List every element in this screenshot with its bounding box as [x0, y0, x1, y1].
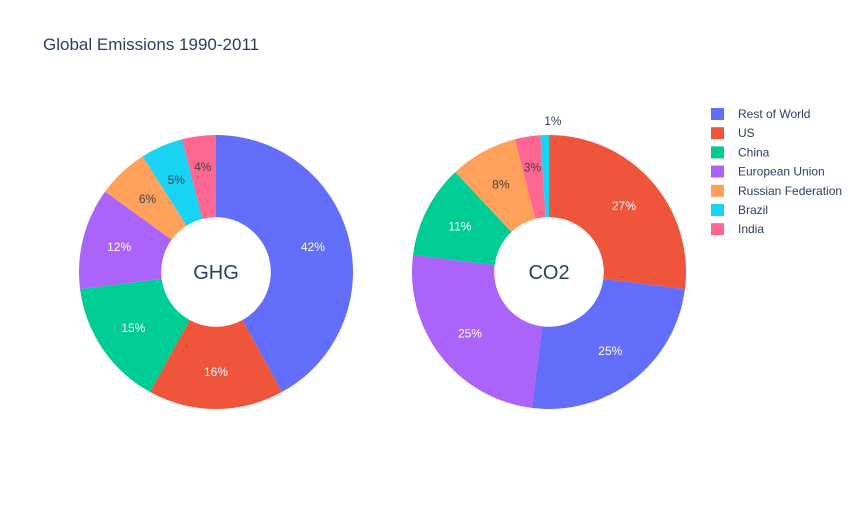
slice-label: 16% — [204, 365, 228, 379]
slice-label: 3% — [524, 161, 542, 175]
slice-label: 1% — [544, 114, 562, 128]
slice-label: 12% — [107, 240, 131, 254]
legend-item[interactable]: Brazil — [711, 203, 768, 217]
pie-ghg: 42% 16% 15% 12% 6% 5% 4% GHG — [78, 135, 353, 409]
legend-item[interactable]: Rest of World — [711, 107, 810, 121]
legend-swatch — [711, 223, 724, 236]
legend-swatch — [711, 165, 724, 178]
slice-label: 25% — [458, 326, 482, 340]
legend-swatch — [711, 204, 724, 216]
slice-label: 4% — [194, 160, 212, 174]
legend-label: US — [738, 126, 755, 140]
pies-group: 42% 16% 15% 12% 6% 5% 4% GHG 27% 25% 25% 11% 8% 3% 1% C… — [78, 114, 686, 409]
legend-label: Russian Federation — [738, 184, 842, 198]
legend-swatch — [711, 184, 724, 197]
slice-label: 42% — [301, 240, 325, 254]
slice-ghg-european-union[interactable] — [78, 191, 172, 290]
center-label: GHG — [193, 262, 239, 284]
slice-label: 6% — [139, 192, 157, 206]
legend-item[interactable]: European Union — [711, 165, 825, 179]
slice-label: 27% — [612, 199, 636, 213]
slice-ghg-rest-of-world[interactable] — [216, 135, 353, 393]
legend-label: Rest of World — [738, 107, 810, 121]
legend-item[interactable]: China — [711, 145, 770, 159]
legend[interactable]: Rest of World US China European Union Russia… — [711, 107, 842, 236]
slice-co2-rest-of-world[interactable] — [531, 278, 685, 409]
slice-ghg-brazil[interactable] — [142, 139, 203, 226]
legend-label: India — [738, 222, 764, 236]
legend-label: Brazil — [738, 203, 768, 217]
legend-item[interactable]: Russian Federation — [711, 184, 842, 198]
slice-ghg-us[interactable] — [149, 320, 283, 409]
legend-item[interactable]: India — [711, 222, 764, 236]
slice-label: 5% — [168, 173, 186, 187]
center-label: CO2 — [528, 262, 569, 284]
slice-label: 11% — [448, 220, 471, 234]
legend-item[interactable]: US — [711, 126, 755, 140]
slice-label: 8% — [492, 177, 510, 191]
slice-ghg-india[interactable] — [181, 135, 216, 219]
chart-title: Global Emissions 1990-2011 — [43, 35, 259, 54]
legend-swatch — [711, 108, 724, 120]
legend-label: European Union — [738, 165, 825, 179]
pie-co2: 27% 25% 25% 11% 8% 3% 1% CO2 — [411, 114, 686, 409]
slice-ghg-russian-federation[interactable] — [105, 156, 187, 240]
slice-ghg-china[interactable] — [80, 278, 190, 393]
slice-label: 15% — [121, 321, 145, 335]
slice-co2-russian-federation[interactable] — [455, 139, 536, 233]
legend-swatch — [711, 127, 724, 140]
slice-co2-european-union[interactable] — [411, 254, 543, 408]
slice-co2-china[interactable] — [413, 172, 512, 266]
slice-co2-brazil[interactable] — [540, 135, 549, 218]
legend-label: China — [738, 145, 770, 159]
slice-co2-india[interactable] — [514, 135, 546, 219]
legend-swatch — [711, 146, 724, 159]
slice-co2-us[interactable] — [549, 135, 686, 290]
slice-label: 25% — [598, 344, 622, 358]
